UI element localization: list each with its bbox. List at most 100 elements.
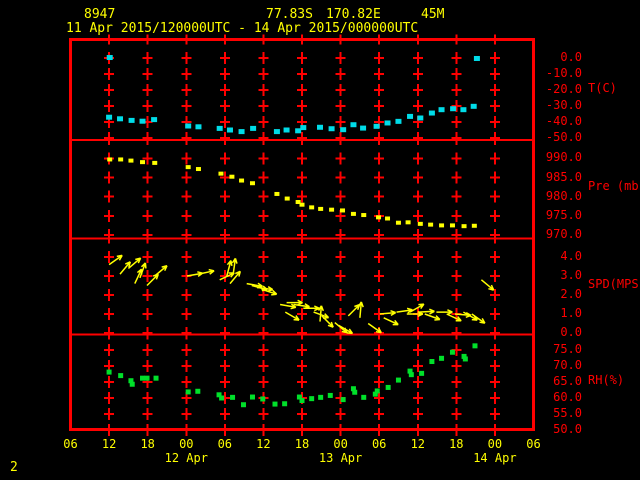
humidity-point xyxy=(106,369,112,375)
wind-arrow xyxy=(367,322,382,334)
station-longitude: 170.82E xyxy=(326,7,381,22)
pressure-point xyxy=(239,178,245,183)
pressure-point xyxy=(471,223,477,228)
humidity-point xyxy=(129,381,135,387)
wind-arrow xyxy=(338,324,354,335)
temperature-point xyxy=(317,124,324,130)
humidity-point xyxy=(299,398,305,404)
pressure-point xyxy=(218,171,224,176)
temperature-point xyxy=(300,125,307,131)
temperature-point xyxy=(185,123,192,129)
wind-arrow xyxy=(231,257,238,275)
pressure-point xyxy=(395,220,401,225)
humidity-point xyxy=(216,392,222,398)
pressure-point xyxy=(295,200,301,205)
hour-tick-label: 18 xyxy=(140,437,155,451)
hour-tick-label: 00 xyxy=(333,437,348,451)
humidity-point xyxy=(282,401,288,407)
temperature-point xyxy=(226,127,233,133)
temperature-point xyxy=(139,118,146,124)
humidity-point xyxy=(439,355,445,361)
humidity-point xyxy=(374,388,380,394)
humidity-point xyxy=(318,394,324,400)
humidity-point xyxy=(395,377,401,383)
wind-arrow xyxy=(127,257,142,269)
pressure-point xyxy=(152,160,158,165)
humidity-point xyxy=(472,343,478,349)
temperature-tick-label: -50.0 xyxy=(545,130,582,144)
wind-arrow xyxy=(284,311,300,321)
temperature-point xyxy=(151,117,158,123)
pressure-point xyxy=(118,157,124,162)
temperature-point xyxy=(384,120,391,126)
temperature-point xyxy=(428,110,435,116)
pressure-tick-label: 980.0 xyxy=(545,188,582,203)
humidity-point xyxy=(408,372,414,378)
humidity-point xyxy=(219,395,225,401)
pressure-point xyxy=(107,157,113,162)
humidity-point xyxy=(372,391,378,397)
temperature-point xyxy=(407,113,414,119)
humidity-point xyxy=(118,373,124,379)
humidity-point xyxy=(462,356,468,362)
temperature-point xyxy=(250,125,257,131)
wind-arrow xyxy=(139,262,147,279)
temperature-point xyxy=(350,122,357,128)
humidity-point xyxy=(327,392,333,398)
time-period-title: 11 Apr 2015/120000UTC - 14 Apr 2015/0000… xyxy=(66,21,419,36)
pressure-point xyxy=(439,223,445,228)
temperature-point xyxy=(395,118,402,124)
humidity-point xyxy=(419,370,425,376)
humidity-tick-label: 55.0 xyxy=(553,406,582,420)
wind-arrow xyxy=(446,313,462,322)
humidity-axis-title: RH(%) xyxy=(588,373,625,387)
day-label: 13 Apr xyxy=(318,451,363,465)
wind_speed-tick-label: 1.0 xyxy=(560,306,582,320)
station-elevation: 45M xyxy=(421,7,445,22)
temperature-point xyxy=(216,125,223,131)
temperature-point xyxy=(106,114,113,120)
hour-tick-label: 06 xyxy=(526,437,541,451)
pressure-point xyxy=(284,196,290,201)
pressure-point xyxy=(329,207,335,212)
pressure-point xyxy=(195,167,201,172)
humidity-point xyxy=(352,389,358,395)
temperature-tick-label: -40.0 xyxy=(545,114,582,128)
temperature-point xyxy=(470,103,477,109)
wind-arrow xyxy=(396,307,413,314)
humidity-point xyxy=(309,396,315,402)
pressure-point xyxy=(361,213,367,218)
humidity-point xyxy=(128,378,134,384)
station-id: 8947 xyxy=(84,7,116,22)
temperature-point xyxy=(460,107,467,113)
wind-arrow xyxy=(424,313,441,321)
temperature-point xyxy=(450,106,457,112)
humidity-point xyxy=(144,375,150,381)
wind-arrow xyxy=(261,288,278,296)
humidity-point xyxy=(449,349,455,355)
temperature-point xyxy=(373,123,380,129)
pressure-point xyxy=(405,220,411,225)
hour-tick-label: 18 xyxy=(449,437,464,451)
temperature-axis-title: T(C) xyxy=(588,81,617,95)
wind_speed-tick-label: 3.0 xyxy=(560,268,582,282)
hour-tick-label: 12 xyxy=(410,437,426,451)
wind_speed-tick-label: 0.0 xyxy=(560,325,582,339)
temperature-tick-label: -20.0 xyxy=(545,82,582,96)
pressure-point xyxy=(428,222,434,227)
wind-arrow xyxy=(379,309,397,317)
temperature-point xyxy=(473,55,480,61)
humidity-point xyxy=(429,359,435,365)
wind-arrow xyxy=(198,268,215,275)
humidity-tick-label: 75.0 xyxy=(553,342,582,356)
pressure-point xyxy=(376,215,382,220)
wind-arrow xyxy=(226,260,233,277)
humidity-point xyxy=(240,402,246,408)
hour-tick-label: 12 xyxy=(101,437,117,451)
pressure-axis-title: Pre (mb) xyxy=(588,179,640,193)
pressure-point xyxy=(299,202,305,207)
hour-tick-label: 18 xyxy=(294,437,310,451)
wind-arrow xyxy=(303,305,320,312)
wind_speed-tick-label: 4.0 xyxy=(560,249,582,263)
